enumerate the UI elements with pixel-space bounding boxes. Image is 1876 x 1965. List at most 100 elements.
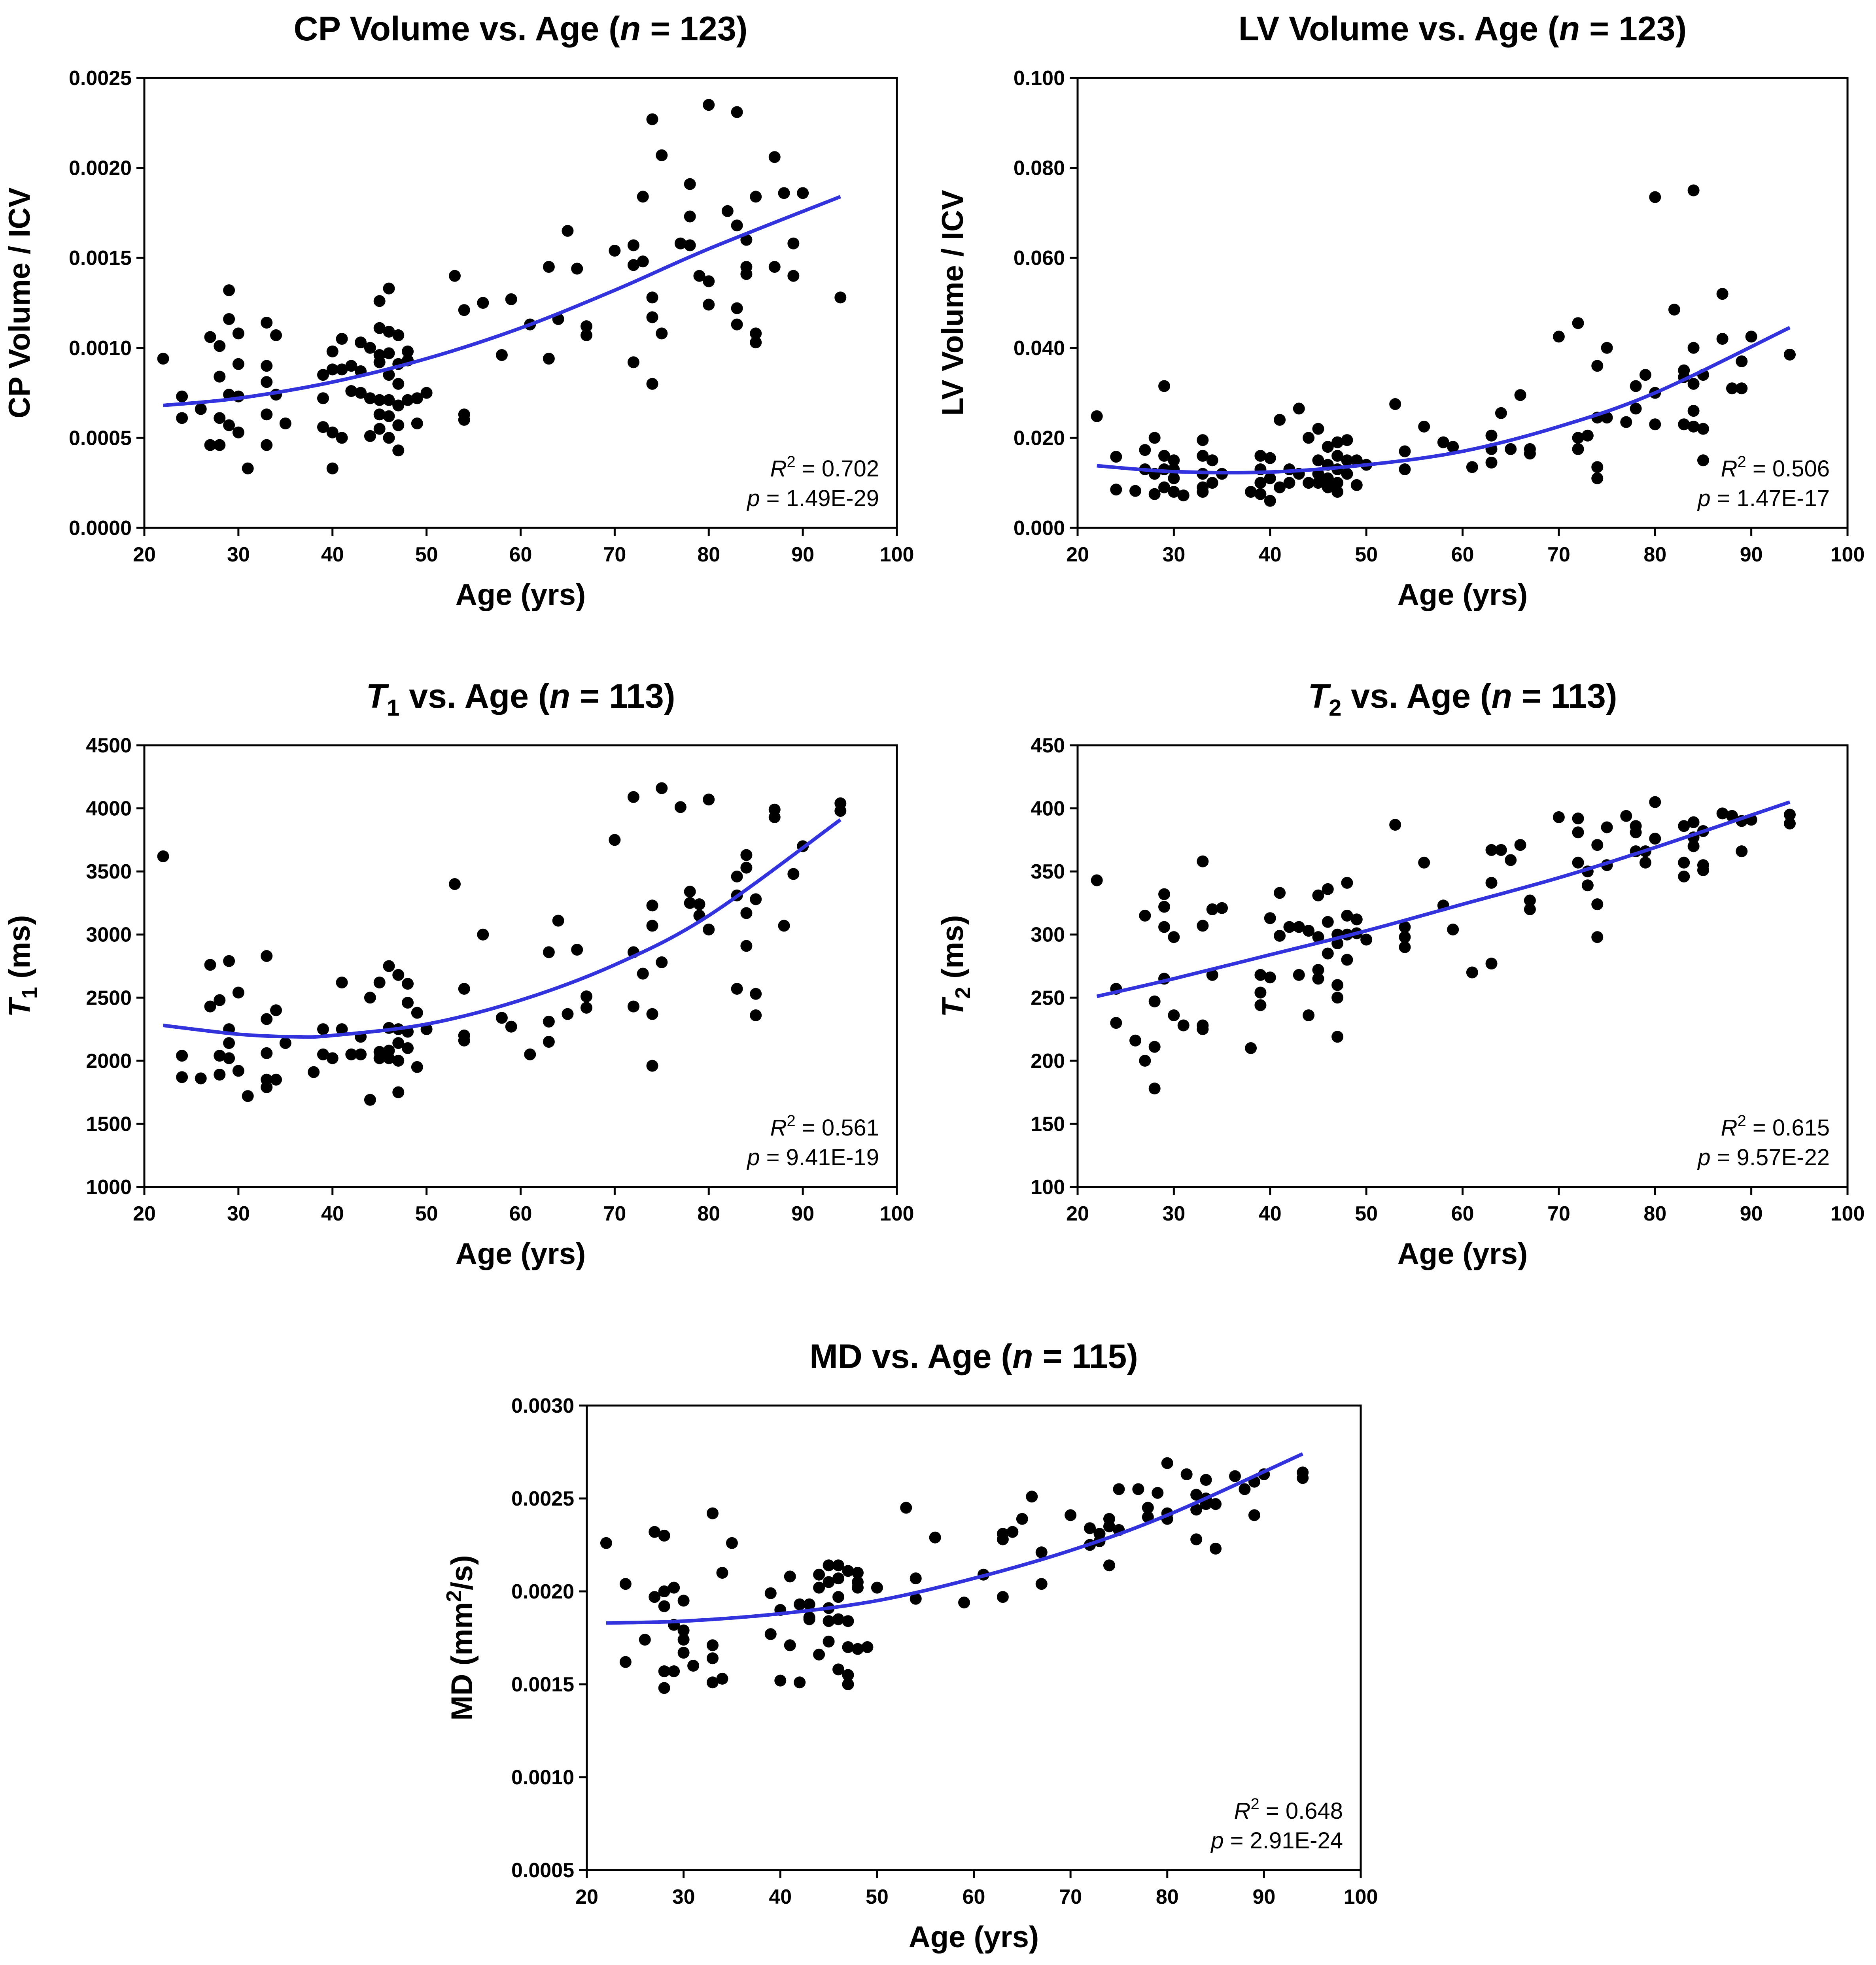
data-point xyxy=(1341,877,1353,889)
data-point xyxy=(383,369,395,381)
x-axis-label: Age (yrs) xyxy=(456,1237,586,1271)
y-label-subscript: 2 xyxy=(951,987,975,999)
data-point xyxy=(658,1682,670,1694)
data-point xyxy=(842,1678,854,1690)
x-tick-label: 100 xyxy=(880,543,914,566)
data-point xyxy=(1322,947,1334,960)
x-axis-label: Age (yrs) xyxy=(1398,578,1528,612)
data-point xyxy=(383,325,395,338)
data-point xyxy=(1572,812,1584,825)
p-value-label: p = 9.41E-19 xyxy=(746,1145,879,1170)
data-point xyxy=(832,1663,845,1676)
data-point xyxy=(392,378,405,390)
y-label-subscript: 1 xyxy=(18,987,42,999)
data-point xyxy=(420,387,433,399)
data-point xyxy=(1322,472,1334,484)
data-point xyxy=(813,1648,825,1661)
data-point xyxy=(1399,941,1411,953)
data-point xyxy=(768,151,781,163)
title-n-value: = 115) xyxy=(1033,1338,1138,1376)
x-tick-label: 90 xyxy=(1740,543,1763,566)
y-tick-label: 0.0020 xyxy=(511,1580,574,1603)
p-value: = 1.47E-17 xyxy=(1711,486,1830,511)
data-point xyxy=(1572,432,1584,444)
title-n-value: = 123) xyxy=(1580,10,1687,48)
data-point xyxy=(1581,429,1594,442)
data-point xyxy=(317,421,329,433)
data-point xyxy=(317,1048,329,1060)
data-point xyxy=(851,1567,864,1579)
data-point xyxy=(232,327,244,340)
p-value: = 9.41E-19 xyxy=(760,1145,879,1170)
data-point xyxy=(317,392,329,404)
data-point xyxy=(261,1081,273,1093)
data-point xyxy=(750,988,762,1000)
data-point xyxy=(768,261,781,273)
data-point xyxy=(1168,486,1180,498)
data-point xyxy=(1687,840,1700,852)
data-point xyxy=(842,1669,854,1681)
data-point xyxy=(1524,894,1536,907)
x-tick-label: 20 xyxy=(133,1202,156,1225)
data-point xyxy=(392,969,405,981)
data-point xyxy=(326,426,339,438)
data-point xyxy=(1687,342,1700,354)
data-point xyxy=(1716,288,1728,300)
p-value-label: p = 9.57E-22 xyxy=(1697,1145,1830,1170)
r-superscript: 2 xyxy=(787,453,796,470)
data-point xyxy=(204,439,216,451)
data-point xyxy=(740,234,753,246)
title-text: vs. Age ( xyxy=(399,677,550,715)
r-squared-value: = 0.561 xyxy=(796,1115,879,1141)
data-point xyxy=(176,412,188,424)
data-point xyxy=(1350,479,1363,491)
y-tick-label: 2000 xyxy=(86,1050,132,1073)
data-point xyxy=(658,1600,670,1612)
x-tick-label: 90 xyxy=(1252,1886,1275,1908)
data-point xyxy=(1331,979,1344,991)
data-point xyxy=(392,329,405,341)
data-point xyxy=(1283,477,1295,489)
data-point xyxy=(693,898,705,911)
data-point xyxy=(707,1639,719,1651)
data-point xyxy=(716,1567,728,1579)
data-point xyxy=(458,1034,470,1047)
data-point xyxy=(1591,898,1604,911)
data-point xyxy=(1639,369,1651,381)
r-squared-label: R2 = 0.615 xyxy=(1721,1112,1830,1141)
data-point xyxy=(1110,451,1122,463)
x-tick-label: 70 xyxy=(1547,543,1570,566)
data-point xyxy=(543,353,555,365)
title-subscript: 1 xyxy=(387,695,399,721)
data-point xyxy=(637,191,649,203)
title-n-value: = 113) xyxy=(570,677,675,715)
data-point xyxy=(336,333,348,345)
data-point xyxy=(1514,839,1526,851)
data-point xyxy=(1591,839,1604,851)
data-point xyxy=(1197,920,1209,932)
data-point xyxy=(639,1634,651,1646)
data-point xyxy=(495,349,508,361)
r-superscript: 2 xyxy=(787,1112,796,1130)
data-point xyxy=(1312,964,1324,976)
title-n-symbol: n xyxy=(1492,677,1513,715)
data-point xyxy=(1783,809,1796,821)
data-point xyxy=(261,1047,273,1059)
y-axis-label: T1 (ms) xyxy=(3,915,42,1017)
data-point xyxy=(1148,432,1161,444)
fit-curve xyxy=(1096,800,1791,998)
data-point xyxy=(505,293,517,305)
data-point xyxy=(861,1641,874,1653)
data-point xyxy=(345,360,357,372)
title-symbol: T xyxy=(366,677,390,715)
data-point xyxy=(803,1598,815,1610)
data-point xyxy=(813,1581,825,1594)
data-point xyxy=(383,410,395,422)
data-points xyxy=(600,1457,1309,1694)
data-point xyxy=(1197,1023,1209,1035)
data-point xyxy=(214,994,226,1006)
data-point xyxy=(214,370,226,383)
data-point xyxy=(1216,902,1228,914)
data-point xyxy=(726,1537,738,1549)
data-point xyxy=(677,1595,690,1607)
